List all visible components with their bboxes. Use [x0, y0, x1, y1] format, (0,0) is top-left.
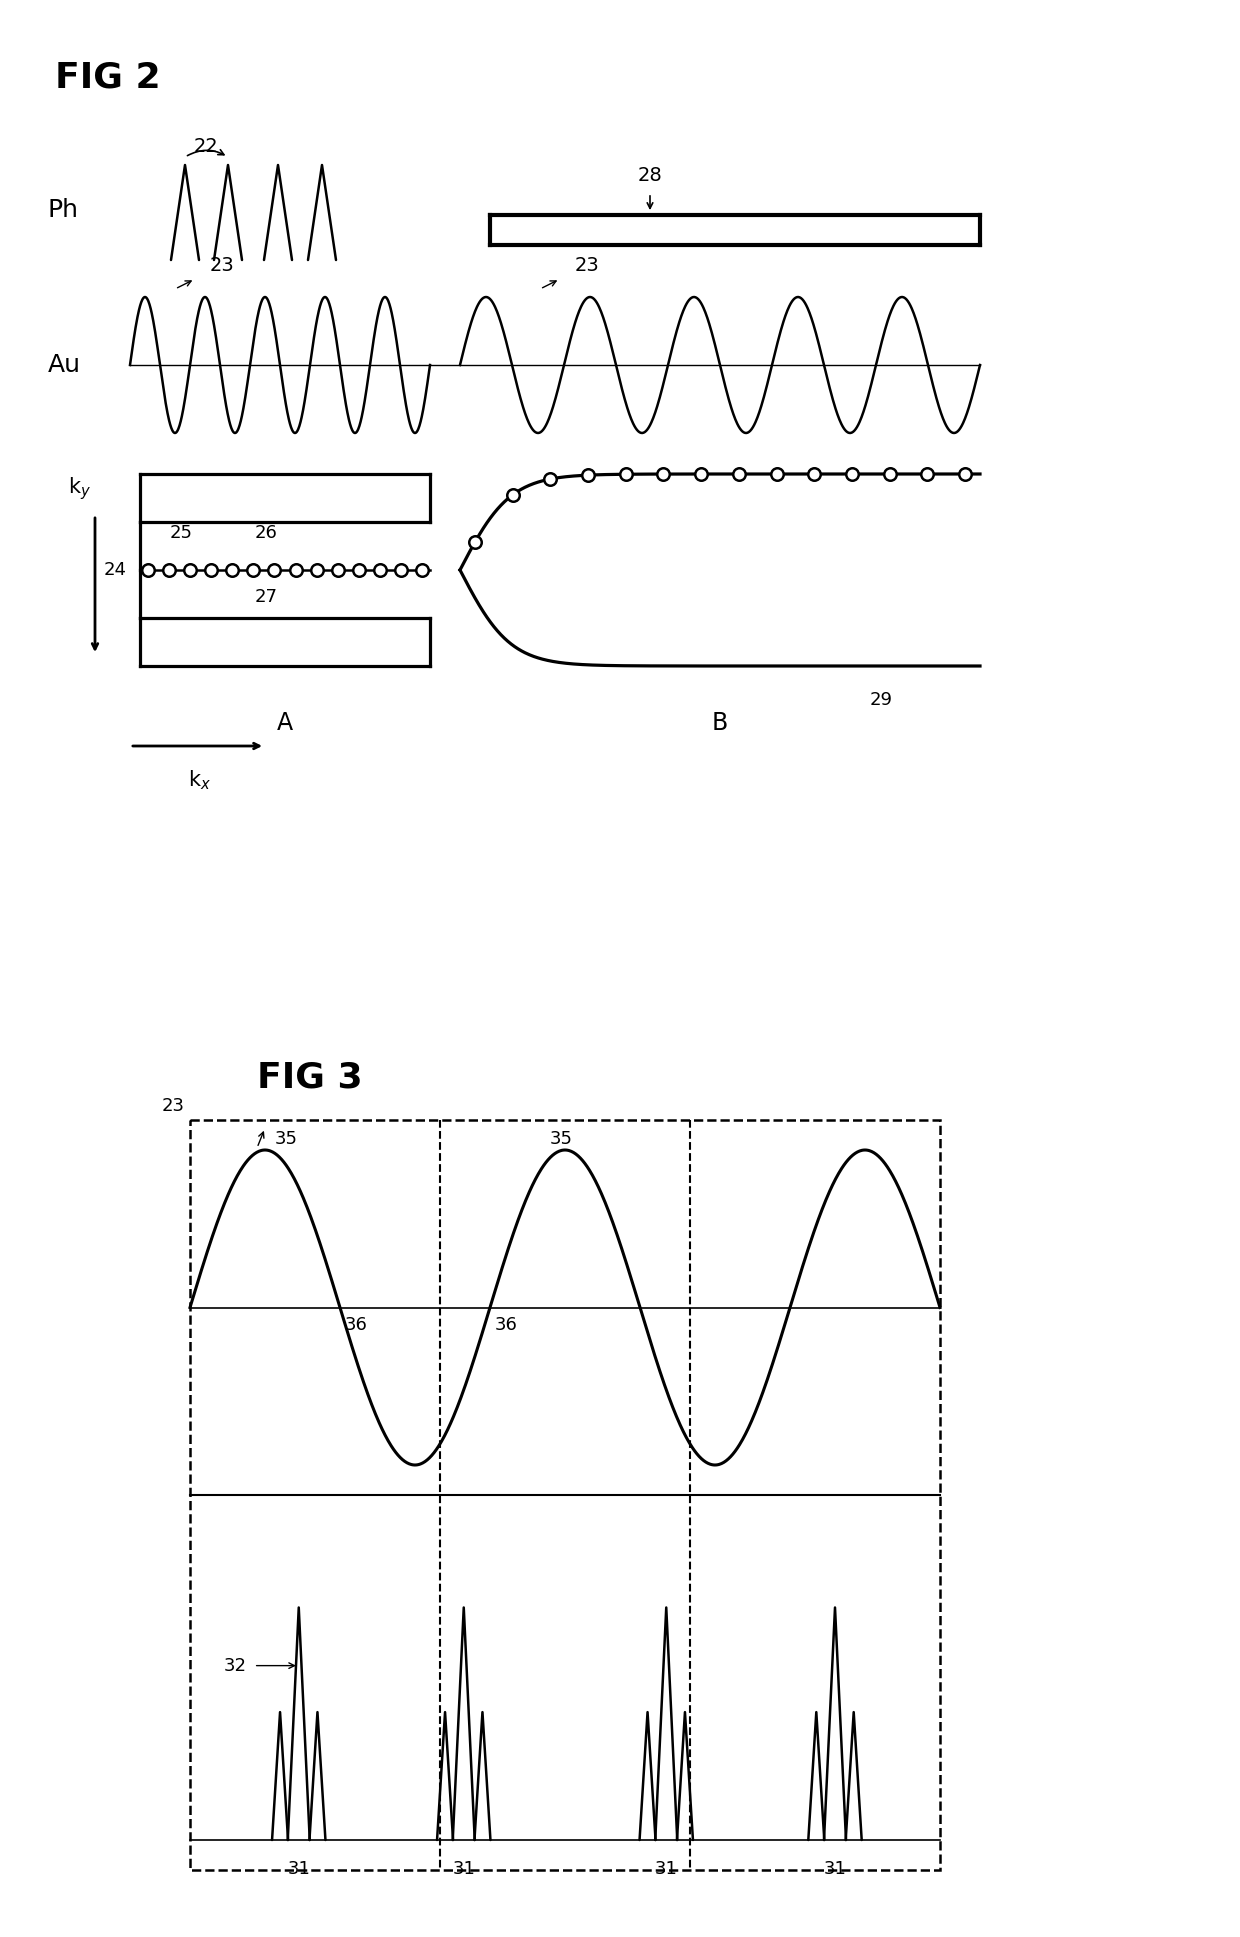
Text: 35: 35 [551, 1129, 573, 1149]
Text: 23: 23 [162, 1096, 185, 1116]
Text: 35: 35 [275, 1129, 298, 1149]
Text: B: B [712, 711, 728, 734]
Text: k$_x$: k$_x$ [188, 767, 212, 792]
Text: Ph: Ph [48, 198, 79, 223]
Text: A: A [277, 711, 293, 734]
Text: 31: 31 [288, 1860, 310, 1879]
Text: 25: 25 [170, 525, 193, 542]
Text: 23: 23 [210, 256, 234, 275]
Text: 27: 27 [255, 589, 278, 606]
Text: FIG 2: FIG 2 [55, 60, 161, 95]
Text: 29: 29 [870, 692, 893, 709]
Text: 26: 26 [255, 525, 278, 542]
Text: Au: Au [48, 353, 81, 378]
Bar [190, 1120, 940, 1869]
Text: FIG 3: FIG 3 [257, 1060, 363, 1094]
Text: 36: 36 [345, 1315, 368, 1333]
Text: 31: 31 [453, 1860, 475, 1879]
Text: 28: 28 [637, 167, 662, 186]
Text: 32: 32 [223, 1656, 247, 1676]
Text: 31: 31 [823, 1860, 847, 1879]
Text: 22: 22 [193, 138, 218, 157]
Text: 24: 24 [104, 562, 126, 579]
Text: k$_y$: k$_y$ [68, 475, 92, 502]
Text: 23: 23 [575, 256, 600, 275]
Text: 36: 36 [495, 1315, 518, 1333]
Text: 31: 31 [655, 1860, 678, 1879]
